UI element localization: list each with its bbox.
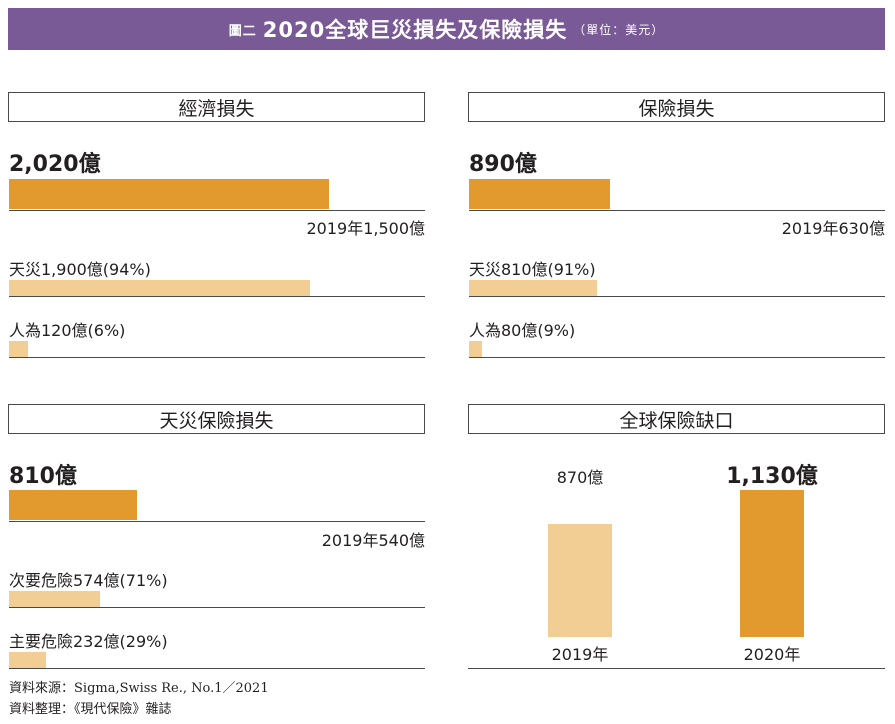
insured-item2-label: 人為80億(9%) xyxy=(469,321,576,340)
gap-baseline-rule xyxy=(468,668,885,669)
economic-total-rule xyxy=(9,210,425,211)
insured-item1-label: 天災810億(91%) xyxy=(469,260,596,279)
economic-prev-year-label: 2019年1,500億 xyxy=(306,219,425,238)
insured-total-label: 890億 xyxy=(469,152,537,177)
economic-item1-rule xyxy=(9,296,425,297)
insured-total-rule xyxy=(469,210,885,211)
natcat-item1-rule xyxy=(9,607,425,608)
chart-title: 2020全球巨災損失及保險損失 xyxy=(262,18,568,42)
economic-item1-label: 天災1,900億(94%) xyxy=(9,260,151,279)
insured-item2-bar xyxy=(469,341,482,357)
insured-prev-year-label: 2019年630億 xyxy=(781,219,885,238)
gap-2019-value-label: 870億 xyxy=(556,468,604,487)
natcat-total-bar xyxy=(9,490,137,520)
economic-item2-rule xyxy=(9,357,425,358)
economic-item2-bar xyxy=(9,341,28,357)
unit-label: （單位：美元） xyxy=(573,22,665,37)
insured-item1-bar xyxy=(469,280,597,296)
insured-panel-title: 保險損失 xyxy=(468,92,885,122)
gap-2019-year-label: 2019年 xyxy=(551,645,609,664)
source-line: 資料來源：Sigma,Swiss Re., No.1／2021 xyxy=(9,681,269,696)
compiled-by-line: 資料整理：《現代保險》雜誌 xyxy=(9,702,172,717)
gap-2020-value-label: 1,130億 xyxy=(726,464,818,489)
insured-item2-rule xyxy=(469,357,885,358)
natcat-panel-title: 天災保險損失 xyxy=(8,404,425,434)
natcat-total-label: 810億 xyxy=(9,464,77,489)
figure-label: 圖二 xyxy=(228,23,257,39)
gap-2019-bar xyxy=(548,524,612,637)
gap-2020-bar xyxy=(740,490,804,637)
gap-2020-year-label: 2020年 xyxy=(743,645,801,664)
insured-total-bar xyxy=(469,179,610,209)
natcat-item1-label: 次要危險574億(71%) xyxy=(9,571,168,590)
natcat-item1-bar xyxy=(9,591,100,607)
economic-item1-bar xyxy=(9,280,310,296)
economic-total-label: 2,020億 xyxy=(9,152,101,177)
title-banner: 圖二 2020全球巨災損失及保險損失 （單位：美元） xyxy=(8,8,885,50)
natcat-item2-bar xyxy=(9,652,46,668)
economic-item2-label: 人為120億(6%) xyxy=(9,321,126,340)
natcat-item2-label: 主要危險232億(29%) xyxy=(9,632,168,651)
economic-total-bar xyxy=(9,179,329,209)
natcat-total-rule xyxy=(9,521,425,522)
gap-panel-title: 全球保險缺口 xyxy=(468,404,885,434)
natcat-prev-year-label: 2019年540億 xyxy=(321,531,425,550)
economic-panel-title: 經濟損失 xyxy=(8,92,425,122)
insured-item1-rule xyxy=(469,296,885,297)
natcat-item2-rule xyxy=(9,668,425,669)
